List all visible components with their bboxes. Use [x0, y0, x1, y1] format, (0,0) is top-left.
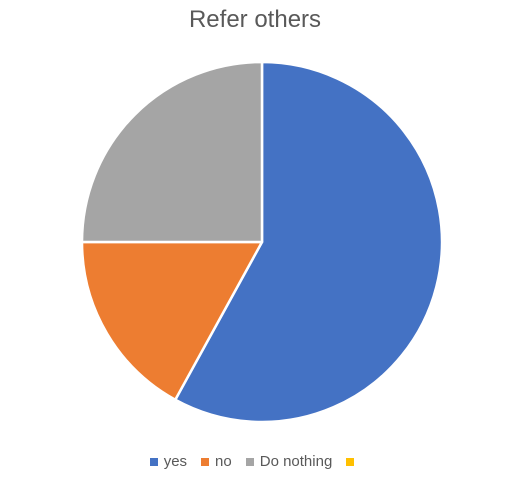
legend-label: no: [215, 453, 232, 470]
legend-label: Do nothing: [259, 453, 333, 470]
legend-item-unlabeled: [346, 457, 360, 466]
pie-slice-no: [80, 240, 264, 401]
legend-swatch: [245, 457, 254, 466]
chart-title: Refer others: [188, 6, 322, 33]
legend-item-do-nothing: Do nothing: [245, 453, 333, 470]
pie-slice-do-nothing: [80, 60, 264, 244]
legend-swatch: [201, 457, 210, 466]
pie-slice-yes: [174, 60, 444, 424]
legend-item-no: no: [201, 453, 232, 470]
legend-swatch: [149, 457, 158, 466]
chart-legend: yes no Do nothing: [0, 453, 510, 470]
legend-item-yes: yes: [149, 453, 188, 470]
legend-label: yes: [163, 453, 188, 470]
legend-swatch: [346, 457, 355, 466]
